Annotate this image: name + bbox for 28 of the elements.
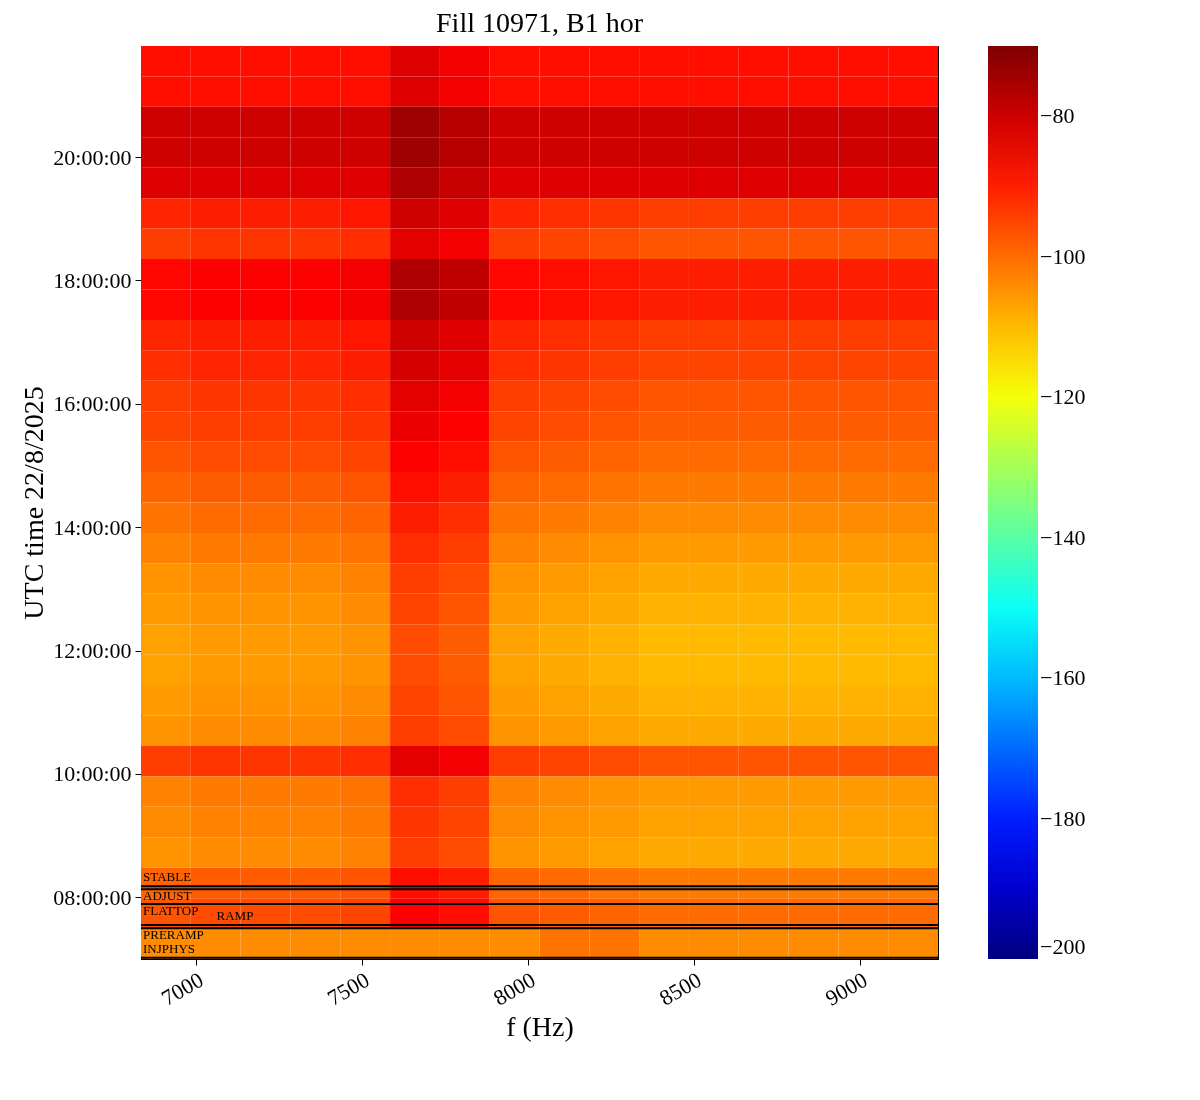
ref-line-label: STABLE: [143, 869, 192, 885]
x-tick-label: 7500: [322, 966, 374, 1011]
color-bar-label: −160: [1040, 665, 1086, 691]
y-tick-label: 08:00:00: [53, 884, 132, 910]
y-tick-label: 20:00:00: [53, 144, 132, 170]
y-axis-title: UTC time 22/8/2025: [18, 386, 50, 620]
y-tick-label: 16:00:00: [53, 391, 132, 417]
x-tick-label: 8000: [488, 966, 540, 1011]
chart-title: Fill 10971, B1 hor: [436, 7, 644, 38]
y-tick-label: 10:00:00: [53, 761, 132, 787]
x-tick-label: 9000: [820, 966, 872, 1011]
color-bar-label: −140: [1040, 524, 1086, 550]
y-tick-label: 14:00:00: [53, 514, 132, 540]
x-tick-label: 8500: [654, 966, 706, 1011]
ref-line-label: PRERAMP: [143, 927, 204, 943]
ref-line-label: INJPHYS: [143, 940, 196, 956]
color-bar-label: −120: [1040, 384, 1086, 410]
color-bar-label: −80: [1040, 103, 1075, 129]
ref-line-label: RAMP: [216, 908, 254, 924]
y-tick-label: 12:00:00: [53, 638, 132, 664]
y-tick-label: 18:00:00: [53, 267, 132, 293]
x-axis-title: f (Hz): [506, 1010, 574, 1042]
color-bar-label: −200: [1040, 934, 1086, 959]
color-bar-label: −100: [1040, 243, 1086, 269]
ref-line-label: ADJUST: [143, 888, 192, 904]
ref-line-label: FLATTOP: [143, 903, 199, 919]
x-tick-label: 7000: [157, 966, 208, 1011]
color-bar-label: −180: [1040, 805, 1086, 831]
